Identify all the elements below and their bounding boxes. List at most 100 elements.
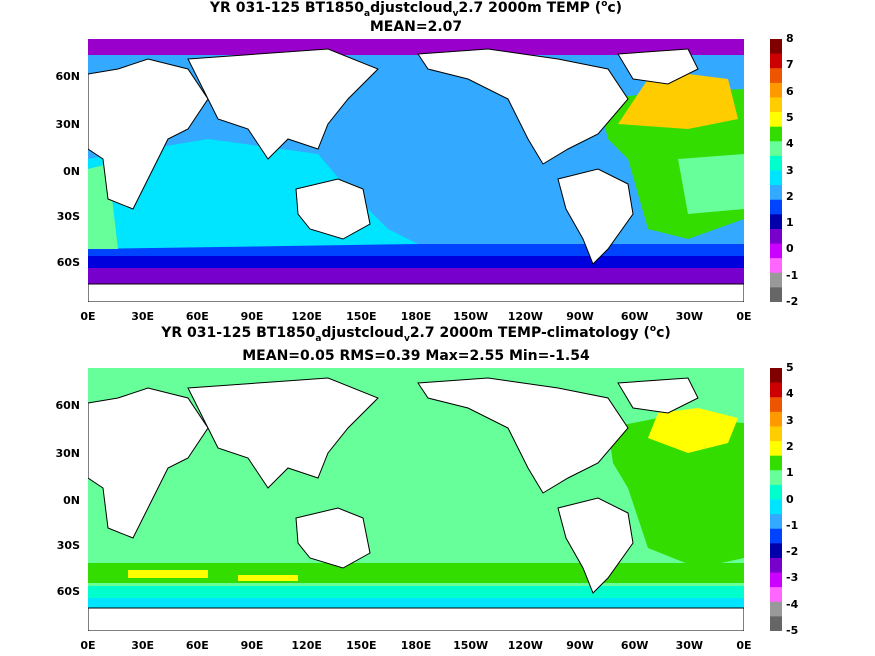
colorbar-tick-label: -4	[786, 597, 799, 611]
longitude-label: 120W	[507, 310, 543, 323]
colorbar-tick-label: 8	[786, 32, 794, 45]
longitude-label: 60W	[620, 310, 649, 323]
latitude-label: 30N	[55, 118, 80, 131]
longitude-label: 0E	[80, 639, 96, 652]
colorbar-tick-label: 6	[786, 84, 794, 98]
colorbar-swatch	[770, 426, 782, 442]
colorbar-tick-label: -1	[786, 518, 799, 532]
top-map-plot	[88, 39, 744, 302]
latitude-label: 30S	[56, 539, 80, 552]
colorbar-tick-label: 4	[786, 137, 794, 151]
longitude-label: 90W	[566, 310, 594, 323]
colorbar-swatch	[770, 199, 782, 215]
latitude-label: 0N	[63, 494, 80, 507]
latitude-label: 30N	[55, 447, 80, 460]
bottom-map-svg	[88, 368, 744, 631]
latitude-label: 30S	[56, 210, 80, 223]
longitude-label: 0E	[736, 310, 752, 323]
colorbar-tick-label: 5	[786, 361, 794, 374]
colorbar-tick-label: -2	[786, 545, 799, 559]
colorbar-swatch	[770, 543, 782, 559]
bottom-map-subtitle: MEAN=0.05 RMS=0.39 Max=2.55 Min=-1.54	[242, 348, 590, 364]
latitude-label: 0N	[63, 165, 80, 178]
colorbar-swatch	[770, 214, 782, 230]
colorbar-swatch	[770, 411, 782, 427]
colorbar-tick-label: -1	[786, 268, 799, 282]
colorbar-swatch	[770, 39, 782, 55]
longitude-label: 30E	[131, 639, 155, 652]
colorbar-swatch	[770, 397, 782, 413]
colorbar-swatch	[770, 53, 782, 69]
colorbar-swatch	[770, 272, 782, 288]
top-colorbar	[770, 39, 782, 302]
longitude-label: 180E	[400, 639, 432, 652]
colorbar-swatch	[770, 382, 782, 398]
colorbar-tick-label: 3	[786, 413, 794, 427]
colorbar-swatch	[770, 112, 782, 128]
top-colorbar-svg	[770, 39, 782, 302]
colorbar-swatch	[770, 228, 782, 245]
longitude-label: 60W	[620, 639, 649, 652]
latitude-label: 60N	[55, 399, 80, 412]
bottom-map-plot	[88, 368, 744, 631]
top-map-title: YR 031-125 BT1850adjustcloudv2.7 2000m T…	[209, 0, 623, 19]
colorbar-swatch	[770, 170, 782, 186]
latitude-label: 60S	[56, 256, 80, 269]
colorbar-swatch	[770, 514, 782, 530]
colorbar-tick-label: 0	[786, 242, 794, 256]
colorbar-tick-label: 5	[786, 110, 794, 124]
longitude-label: 150W	[453, 310, 489, 323]
longitude-label: 90E	[240, 639, 264, 652]
colorbar-swatch	[770, 528, 782, 544]
bottom-colorbar	[770, 368, 782, 631]
latitude-label: 60S	[56, 585, 80, 598]
longitude-label: 30W	[675, 639, 704, 652]
longitude-label: 120E	[291, 310, 322, 323]
colorbar-swatch	[770, 243, 782, 259]
colorbar-swatch	[770, 258, 782, 274]
colorbar-swatch	[770, 441, 782, 457]
colorbar-swatch	[770, 185, 782, 201]
colorbar-swatch	[770, 601, 782, 617]
colorbar-tick-label: -3	[786, 571, 799, 585]
colorbar-swatch	[770, 82, 782, 98]
colorbar-swatch	[770, 455, 782, 471]
colorbar-swatch	[770, 470, 782, 486]
colorbar-swatch	[770, 68, 782, 84]
longitude-label: 120E	[291, 639, 322, 652]
longitude-label: 60E	[185, 639, 209, 652]
top-map-svg	[88, 39, 744, 302]
colorbar-tick-label: 0	[786, 492, 794, 506]
longitude-label: 0E	[80, 310, 96, 323]
colorbar-swatch	[770, 126, 782, 142]
longitude-label: 150E	[346, 310, 377, 323]
colorbar-swatch	[770, 572, 782, 588]
longitude-label: 0E	[736, 639, 752, 652]
colorbar-swatch	[770, 587, 782, 603]
longitude-label: 120W	[507, 639, 543, 652]
longitude-label: 60E	[185, 310, 209, 323]
colorbar-tick-label: 2	[786, 189, 794, 203]
longitude-label: 180E	[400, 310, 432, 323]
colorbar-tick-label: 4	[786, 387, 794, 401]
latitude-label: 60N	[55, 70, 80, 83]
colorbar-swatch	[770, 499, 782, 515]
longitude-label: 150W	[453, 639, 489, 652]
colorbar-tick-label: 3	[786, 163, 794, 177]
colorbar-swatch	[770, 557, 782, 574]
bottom-colorbar-svg	[770, 368, 782, 631]
colorbar-swatch	[770, 141, 782, 157]
longitude-label: 90E	[240, 310, 264, 323]
colorbar-tick-label: 7	[786, 58, 794, 72]
colorbar-tick-label: -2	[786, 295, 799, 308]
longitude-label: 30W	[675, 310, 704, 323]
longitude-label: 150E	[346, 639, 377, 652]
colorbar-swatch	[770, 155, 782, 171]
colorbar-swatch	[770, 97, 782, 113]
colorbar-tick-label: -5	[786, 624, 799, 637]
longitude-label: 30E	[131, 310, 155, 323]
colorbar-swatch	[770, 484, 782, 500]
colorbar-swatch	[770, 616, 782, 631]
longitude-label: 90W	[566, 639, 594, 652]
colorbar-tick-label: 2	[786, 439, 794, 453]
